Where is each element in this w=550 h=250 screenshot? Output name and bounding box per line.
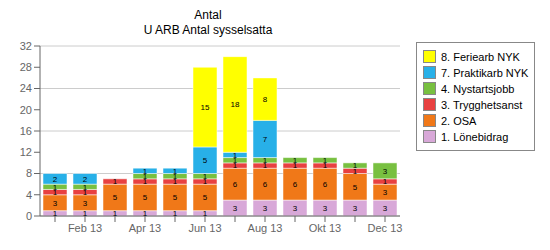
svg-text:Aug 13: Aug 13 — [248, 222, 283, 234]
svg-text:1: 1 — [203, 209, 208, 218]
html-text:1. Lönebidrag: 1. Lönebidrag — [441, 130, 509, 143]
svg-text:1: 1 — [262, 161, 268, 171]
svg-text:3: 3 — [353, 204, 358, 213]
svg-text:1: 1 — [292, 161, 298, 171]
svg-text:2: 2 — [53, 175, 58, 184]
svg-text:12: 12 — [20, 146, 32, 158]
svg-text:1: 1 — [383, 177, 388, 186]
svg-text:5: 5 — [203, 193, 208, 202]
html-text:2. OSA: 2. OSA — [441, 114, 477, 127]
svg-text:5: 5 — [173, 193, 178, 202]
svg-text:1: 1 — [322, 161, 328, 171]
svg-text:1: 1 — [173, 209, 178, 218]
svg-text:1: 1 — [352, 166, 358, 176]
svg-text:3: 3 — [383, 204, 388, 213]
svg-text:5: 5 — [353, 183, 358, 192]
svg-text:1: 1 — [83, 209, 88, 218]
svg-text:20: 20 — [20, 104, 32, 116]
svg-text:1: 1 — [53, 183, 58, 192]
svg-text:1: 1 — [173, 167, 178, 176]
svg-text:1: 1 — [202, 177, 208, 187]
svg-text:28: 28 — [20, 61, 32, 73]
svg-text:5: 5 — [113, 193, 118, 202]
svg-text:1: 1 — [353, 161, 358, 170]
html-text:Antal: Antal — [194, 8, 222, 22]
svg-text:Apr 13: Apr 13 — [129, 222, 161, 234]
svg-text:1: 1 — [232, 161, 238, 171]
svg-text:3: 3 — [53, 199, 58, 208]
svg-text:6: 6 — [263, 180, 268, 189]
svg-text:3: 3 — [323, 204, 328, 213]
svg-text:5: 5 — [203, 156, 208, 165]
svg-text:6: 6 — [233, 180, 238, 189]
svg-text:5: 5 — [143, 193, 148, 202]
svg-text:1: 1 — [113, 177, 118, 186]
svg-text:15: 15 — [201, 103, 210, 112]
svg-text:4: 4 — [26, 189, 32, 201]
svg-text:1: 1 — [143, 209, 148, 218]
svg-text:18: 18 — [231, 100, 240, 109]
svg-text:24: 24 — [20, 82, 32, 94]
svg-text:Jun 13: Jun 13 — [188, 222, 221, 234]
svg-text:8: 8 — [26, 167, 32, 179]
svg-text:3: 3 — [233, 204, 238, 213]
svg-text:Dec 13: Dec 13 — [368, 222, 403, 234]
svg-text:1: 1 — [203, 172, 208, 181]
svg-text:3: 3 — [83, 199, 88, 208]
svg-text:1: 1 — [172, 177, 178, 187]
svg-text:1: 1 — [143, 167, 148, 176]
svg-text:7: 7 — [263, 135, 268, 144]
svg-text:1: 1 — [263, 156, 268, 165]
svg-text:1: 1 — [233, 151, 238, 160]
svg-text:1: 1 — [53, 209, 58, 218]
html-text:7. Praktikarb NYK: 7. Praktikarb NYK — [441, 66, 529, 79]
svg-text:Feb 13: Feb 13 — [68, 222, 102, 234]
svg-text:1: 1 — [142, 177, 148, 187]
svg-text:8: 8 — [263, 95, 268, 104]
svg-text:1: 1 — [142, 172, 148, 181]
html-text:3. Trygghetsanst: 3. Trygghetsanst — [441, 98, 523, 111]
svg-text:Okt 13: Okt 13 — [309, 222, 341, 234]
svg-text:16: 16 — [20, 125, 32, 137]
svg-text:1: 1 — [172, 172, 178, 181]
svg-text:0: 0 — [26, 210, 32, 222]
svg-text:3: 3 — [383, 188, 388, 197]
svg-text:1: 1 — [323, 156, 328, 165]
svg-text:3: 3 — [383, 167, 388, 176]
svg-text:2: 2 — [83, 175, 88, 184]
svg-text:6: 6 — [323, 180, 328, 189]
html-text:4. Nystartsjobb: 4. Nystartsjobb — [441, 82, 515, 95]
html-text:U ARB Antal sysselsatta: U ARB Antal sysselsatta — [143, 23, 273, 37]
svg-text:3: 3 — [263, 204, 268, 213]
svg-text:1: 1 — [113, 209, 118, 218]
html-text:8. Feriearb NYK: 8. Feriearb NYK — [441, 50, 520, 63]
svg-text:32: 32 — [20, 40, 32, 52]
svg-text:1: 1 — [293, 156, 298, 165]
svg-text:6: 6 — [293, 180, 298, 189]
svg-text:3: 3 — [293, 204, 298, 213]
svg-text:1: 1 — [83, 183, 88, 192]
